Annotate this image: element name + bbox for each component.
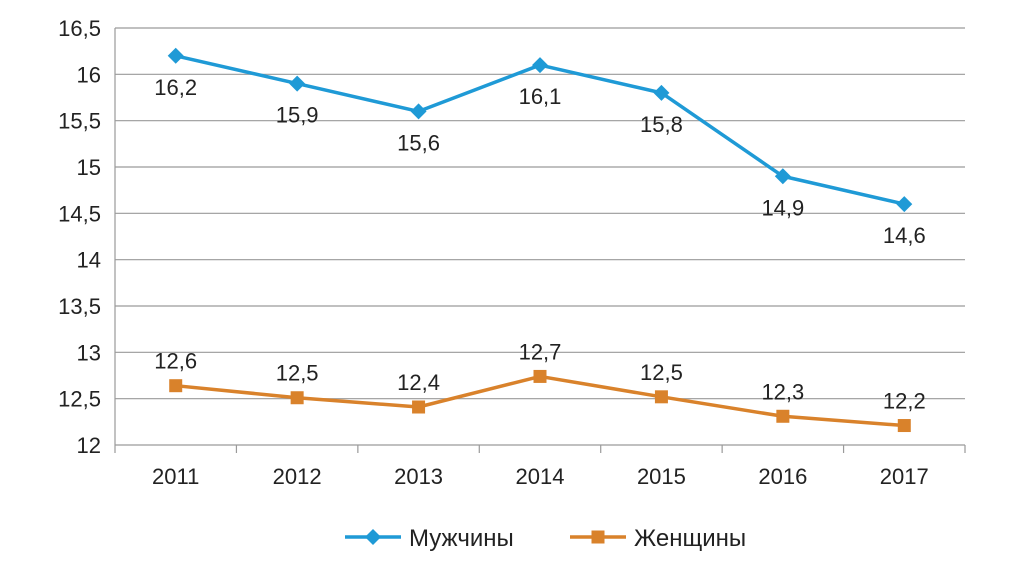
data-label: 14,6 bbox=[883, 223, 926, 248]
x-tick-label: 2011 bbox=[152, 464, 199, 489]
data-label: 15,9 bbox=[276, 103, 319, 128]
y-tick-label: 14 bbox=[77, 248, 101, 273]
point-marker bbox=[412, 400, 426, 414]
data-label: 15,8 bbox=[640, 112, 683, 137]
x-tick-label: 2016 bbox=[758, 464, 807, 489]
y-tick-label: 16 bbox=[77, 62, 101, 87]
point-marker bbox=[290, 391, 304, 405]
legend-label: Мужчины bbox=[409, 525, 514, 552]
y-tick-label: 15 bbox=[77, 155, 101, 180]
point-marker bbox=[897, 419, 911, 433]
point-marker bbox=[532, 57, 548, 74]
data-label: 12,5 bbox=[276, 361, 319, 386]
legend-marker bbox=[365, 529, 381, 545]
data-label: 12,6 bbox=[154, 349, 197, 374]
y-tick-label: 13 bbox=[77, 340, 101, 365]
point-marker bbox=[167, 47, 184, 64]
data-label: 12,7 bbox=[519, 339, 562, 364]
x-tick-label: 2013 bbox=[394, 464, 443, 489]
point-marker bbox=[653, 84, 670, 101]
data-label: 12,2 bbox=[883, 389, 926, 414]
grid-lines bbox=[115, 27, 965, 400]
data-label: 12,3 bbox=[761, 379, 804, 404]
y-tick-label: 13,5 bbox=[58, 294, 101, 319]
point-marker bbox=[169, 379, 183, 393]
y-tick-label: 16,5 bbox=[58, 16, 101, 41]
y-tick-label: 14,5 bbox=[58, 201, 101, 226]
y-tick-label: 12,5 bbox=[58, 387, 101, 412]
x-tick-label: 2015 bbox=[637, 464, 686, 489]
x-axis: 2011 2012 2013 2014 2015 2016 2017 bbox=[114, 444, 966, 489]
x-tick-label: 2014 bbox=[516, 464, 565, 489]
data-labels: 16,2 15,9 15,6 16,1 15,8 14,9 14,6 12,6 12,5 12,4… bbox=[154, 75, 925, 414]
data-label: 16,2 bbox=[154, 75, 197, 100]
data-label: 12,5 bbox=[640, 360, 683, 385]
legend-label: Женщины bbox=[634, 525, 746, 552]
point-marker bbox=[410, 103, 427, 120]
y-axis: 12 12,5 13 13,5 14 14,5 15 15,5 16 16,5 bbox=[58, 16, 116, 458]
data-label: 14,9 bbox=[761, 195, 804, 220]
point-marker bbox=[533, 369, 547, 383]
data-label: 12,4 bbox=[397, 370, 440, 395]
point-marker bbox=[289, 75, 306, 92]
y-tick-label: 12 bbox=[77, 433, 101, 458]
point-marker bbox=[654, 390, 668, 404]
series-layer bbox=[167, 47, 913, 433]
point-marker bbox=[774, 168, 791, 185]
legend-marker bbox=[591, 530, 605, 544]
point-marker bbox=[896, 196, 913, 213]
legend: Мужчины Женщины bbox=[345, 525, 746, 552]
point-marker bbox=[776, 409, 790, 423]
y-tick-label: 15,5 bbox=[58, 109, 101, 134]
data-label: 15,6 bbox=[397, 130, 440, 155]
x-tick-label: 2017 bbox=[880, 464, 929, 489]
x-tick-label: 2012 bbox=[273, 464, 322, 489]
legend-item-2: Женщины bbox=[570, 525, 746, 552]
data-label: 16,1 bbox=[519, 84, 562, 109]
legend-item-1: Мужчины bbox=[345, 525, 514, 552]
series-line-1 bbox=[175, 54, 905, 206]
